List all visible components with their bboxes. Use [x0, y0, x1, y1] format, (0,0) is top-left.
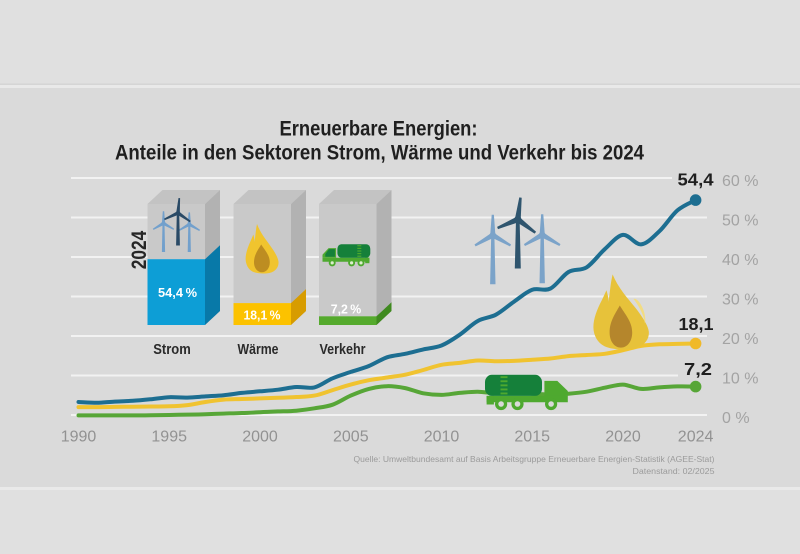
svg-text:54,4 %: 54,4 % [158, 285, 197, 300]
svg-text:10 %: 10 % [722, 371, 758, 388]
svg-text:2020: 2020 [605, 429, 641, 446]
svg-text:Quelle: Umweltbundesamt auf Ba: Quelle: Umweltbundesamt auf Basis Arbeit… [354, 454, 715, 464]
svg-text:2015: 2015 [514, 429, 550, 446]
svg-text:18,1 %: 18,1 % [244, 308, 281, 323]
svg-text:7,2: 7,2 [684, 359, 712, 379]
svg-text:0 %: 0 % [722, 410, 750, 427]
svg-text:Strom: Strom [153, 342, 191, 358]
svg-text:1995: 1995 [151, 429, 187, 446]
svg-text:50 %: 50 % [722, 213, 758, 230]
svg-text:2010: 2010 [424, 429, 460, 446]
svg-text:2005: 2005 [333, 429, 369, 446]
svg-text:2000: 2000 [242, 429, 278, 446]
svg-text:30 %: 30 % [722, 292, 758, 309]
svg-text:2024: 2024 [678, 429, 714, 446]
svg-text:2024: 2024 [128, 230, 151, 269]
svg-text:60 %: 60 % [722, 173, 758, 190]
svg-text:Erneuerbare Energien:: Erneuerbare Energien: [280, 118, 478, 141]
svg-text:18,1: 18,1 [679, 314, 714, 334]
svg-text:Verkehr: Verkehr [320, 342, 366, 358]
svg-text:Datenstand: 02/2025: Datenstand: 02/2025 [633, 466, 715, 476]
svg-text:54,4: 54,4 [678, 169, 714, 189]
svg-text:7,2 %: 7,2 % [331, 302, 362, 317]
svg-text:40 %: 40 % [722, 252, 758, 269]
svg-text:Anteile in den Sektoren Strom,: Anteile in den Sektoren Strom, Wärme und… [115, 142, 644, 165]
svg-text:20 %: 20 % [722, 331, 758, 348]
svg-text:Wärme: Wärme [238, 342, 279, 358]
svg-text:1990: 1990 [61, 429, 97, 446]
